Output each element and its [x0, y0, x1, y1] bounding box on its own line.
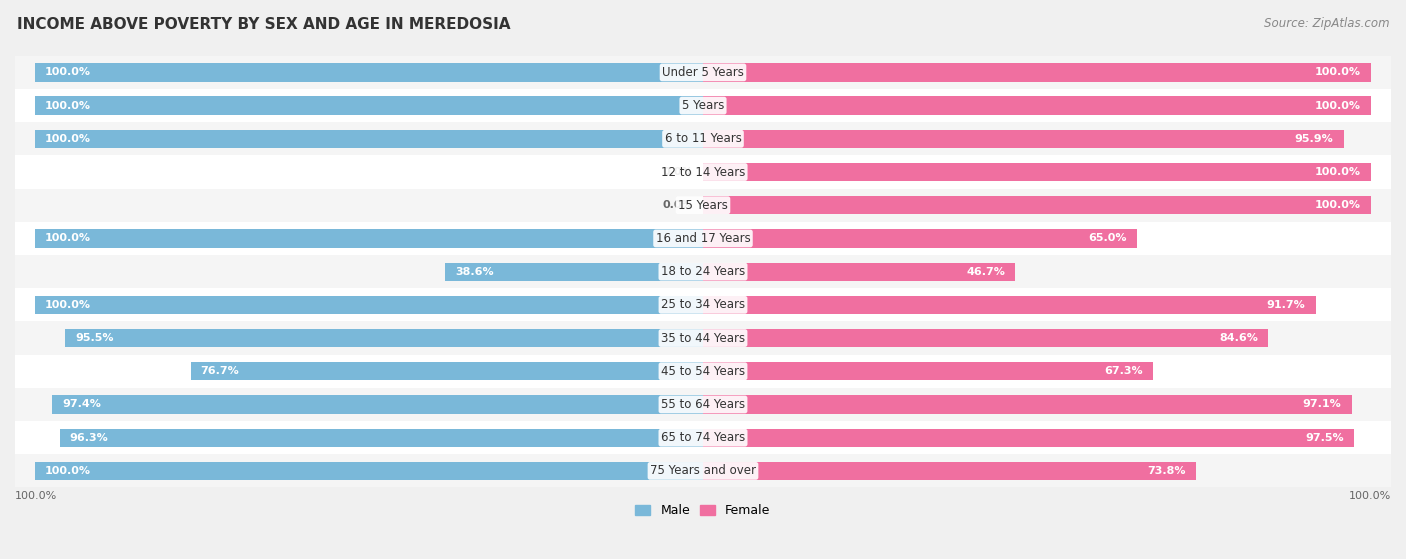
Text: 76.7%: 76.7%	[201, 366, 239, 376]
Text: 65 to 74 Years: 65 to 74 Years	[661, 431, 745, 444]
Text: 100.0%: 100.0%	[1315, 167, 1361, 177]
Bar	[35, 97, 703, 115]
Text: 84.6%: 84.6%	[1219, 333, 1258, 343]
Bar	[703, 263, 1015, 281]
Text: 100.0%: 100.0%	[1315, 200, 1361, 210]
Text: 12 to 14 Years: 12 to 14 Years	[661, 165, 745, 178]
Bar	[703, 163, 1371, 181]
Text: 18 to 24 Years: 18 to 24 Years	[661, 265, 745, 278]
Bar	[703, 462, 1197, 480]
Text: 95.9%: 95.9%	[1295, 134, 1333, 144]
Bar	[59, 429, 703, 447]
Bar	[703, 229, 1137, 248]
Bar	[703, 362, 1153, 380]
Text: 73.8%: 73.8%	[1147, 466, 1185, 476]
Bar	[0, 255, 1406, 288]
Bar	[0, 321, 1406, 354]
Text: 100.0%: 100.0%	[45, 68, 91, 77]
Text: 55 to 64 Years: 55 to 64 Years	[661, 398, 745, 411]
Bar	[0, 89, 1406, 122]
Text: Source: ZipAtlas.com: Source: ZipAtlas.com	[1264, 17, 1389, 30]
Bar	[0, 188, 1406, 222]
Text: 96.3%: 96.3%	[70, 433, 108, 443]
Text: 95.5%: 95.5%	[75, 333, 114, 343]
Bar	[35, 130, 703, 148]
Text: 100.0%: 100.0%	[1315, 101, 1361, 111]
Bar	[703, 329, 1268, 347]
Text: 65.0%: 65.0%	[1088, 234, 1128, 243]
Text: 35 to 44 Years: 35 to 44 Years	[661, 331, 745, 344]
Text: INCOME ABOVE POVERTY BY SEX AND AGE IN MEREDOSIA: INCOME ABOVE POVERTY BY SEX AND AGE IN M…	[17, 17, 510, 32]
Bar	[0, 155, 1406, 188]
Text: 67.3%: 67.3%	[1104, 366, 1143, 376]
Text: 97.4%: 97.4%	[62, 400, 101, 410]
Text: 0.0%: 0.0%	[662, 200, 693, 210]
Text: 91.7%: 91.7%	[1267, 300, 1306, 310]
Text: 100.0%: 100.0%	[1315, 68, 1361, 77]
Bar	[703, 63, 1371, 82]
Text: 97.1%: 97.1%	[1303, 400, 1341, 410]
Text: Under 5 Years: Under 5 Years	[662, 66, 744, 79]
Bar	[0, 454, 1406, 487]
Text: 100.0%: 100.0%	[45, 134, 91, 144]
Legend: Male, Female: Male, Female	[630, 499, 776, 522]
Bar	[52, 395, 703, 414]
Text: 16 and 17 Years: 16 and 17 Years	[655, 232, 751, 245]
Text: 5 Years: 5 Years	[682, 99, 724, 112]
Text: 38.6%: 38.6%	[456, 267, 494, 277]
Text: 100.0%: 100.0%	[45, 300, 91, 310]
Text: 100.0%: 100.0%	[45, 234, 91, 243]
Text: 100.0%: 100.0%	[15, 491, 58, 501]
Text: 25 to 34 Years: 25 to 34 Years	[661, 299, 745, 311]
Bar	[0, 56, 1406, 89]
Bar	[0, 288, 1406, 321]
Bar	[703, 296, 1316, 314]
Text: 46.7%: 46.7%	[966, 267, 1005, 277]
Text: 0.0%: 0.0%	[662, 167, 693, 177]
Bar	[703, 395, 1351, 414]
Bar	[703, 130, 1344, 148]
Bar	[35, 229, 703, 248]
Text: 6 to 11 Years: 6 to 11 Years	[665, 132, 741, 145]
Bar	[35, 462, 703, 480]
Bar	[703, 429, 1354, 447]
Bar	[0, 122, 1406, 155]
Bar	[0, 421, 1406, 454]
Bar	[703, 97, 1371, 115]
Bar	[65, 329, 703, 347]
Bar	[0, 354, 1406, 388]
Bar	[446, 263, 703, 281]
Text: 100.0%: 100.0%	[45, 466, 91, 476]
Text: 75 Years and over: 75 Years and over	[650, 465, 756, 477]
Text: 100.0%: 100.0%	[1348, 491, 1391, 501]
Bar	[703, 196, 1371, 214]
Bar	[0, 388, 1406, 421]
Bar	[191, 362, 703, 380]
Text: 97.5%: 97.5%	[1306, 433, 1344, 443]
Bar	[0, 222, 1406, 255]
Bar	[35, 63, 703, 82]
Text: 15 Years: 15 Years	[678, 199, 728, 212]
Bar	[35, 296, 703, 314]
Text: 45 to 54 Years: 45 to 54 Years	[661, 365, 745, 378]
Text: 100.0%: 100.0%	[45, 101, 91, 111]
